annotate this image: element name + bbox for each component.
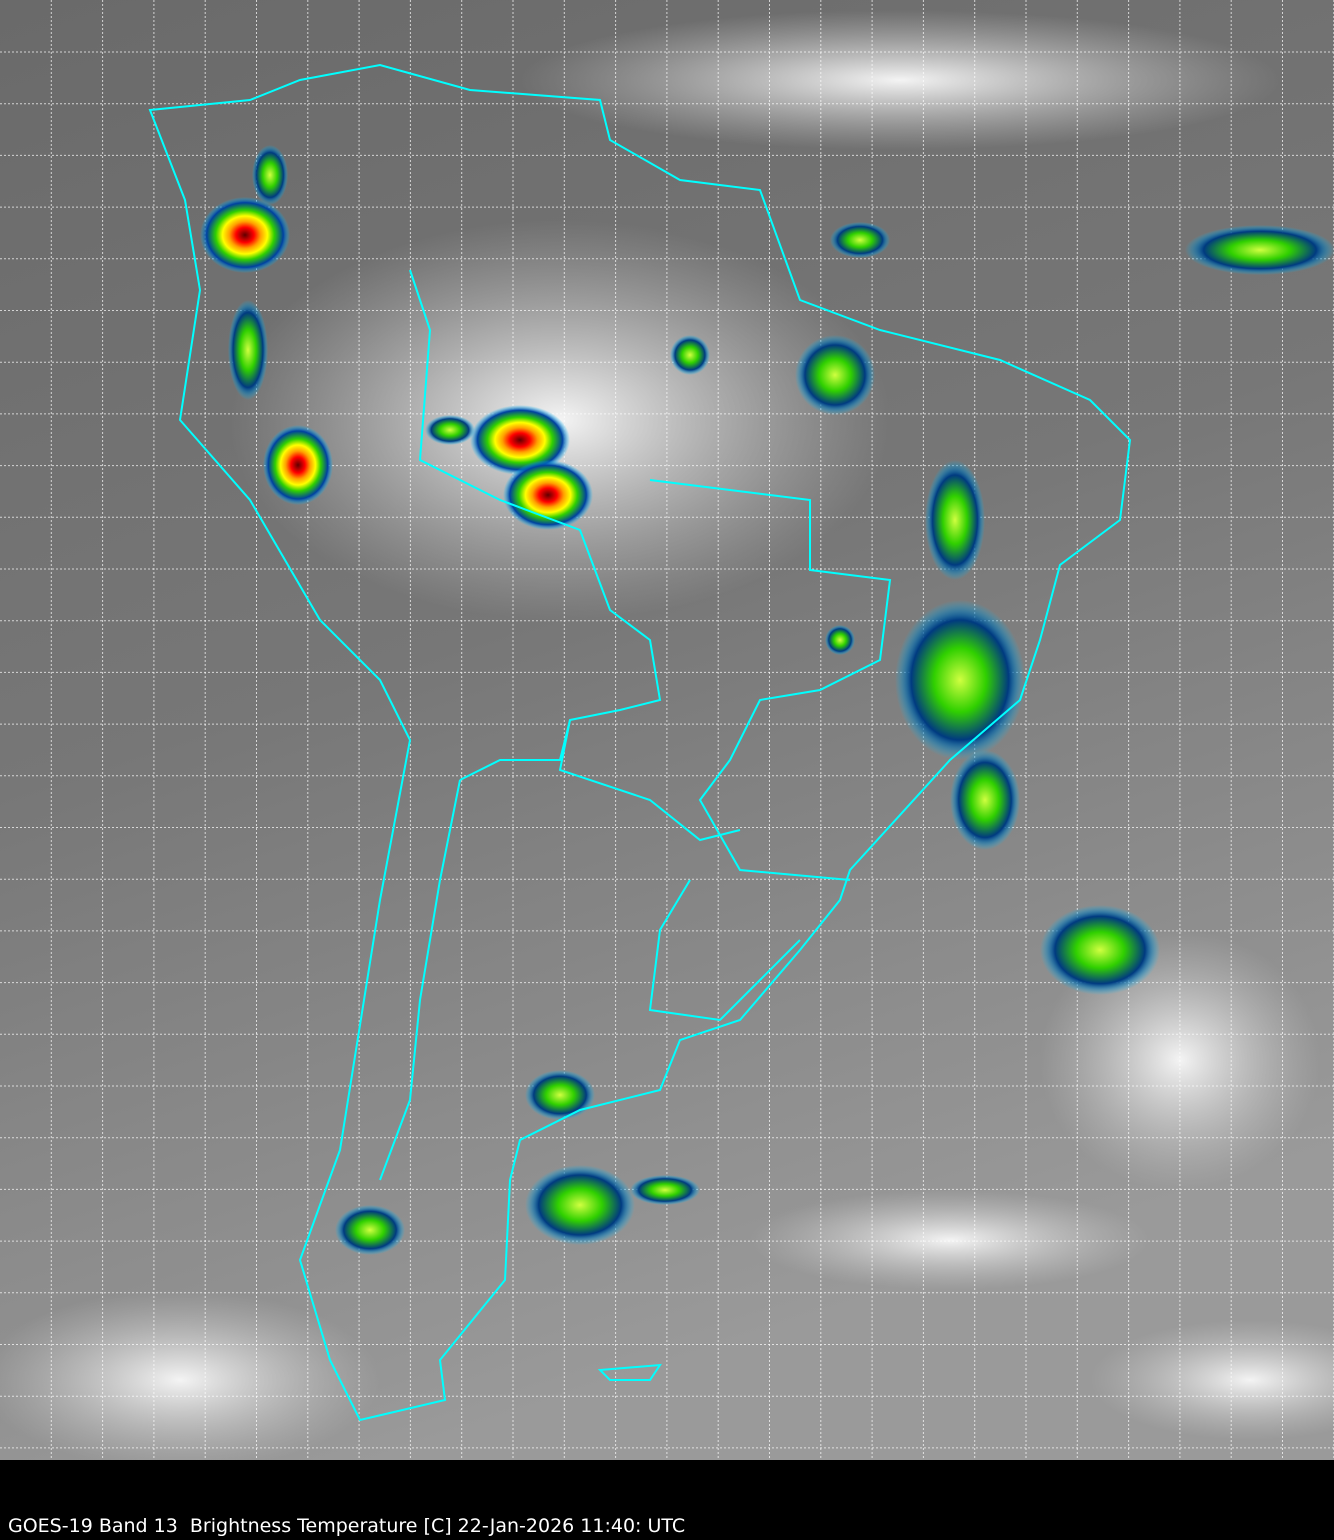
coastline-south-america bbox=[148, 63, 1132, 1422]
country-borders bbox=[379, 269, 892, 1381]
satellite-map bbox=[0, 0, 1334, 1460]
cloud-cover bbox=[0, 10, 1334, 1460]
image-caption: GOES-19 Band 13 Brightness Temperature [… bbox=[8, 1515, 686, 1537]
convection-areas bbox=[200, 145, 1334, 1255]
